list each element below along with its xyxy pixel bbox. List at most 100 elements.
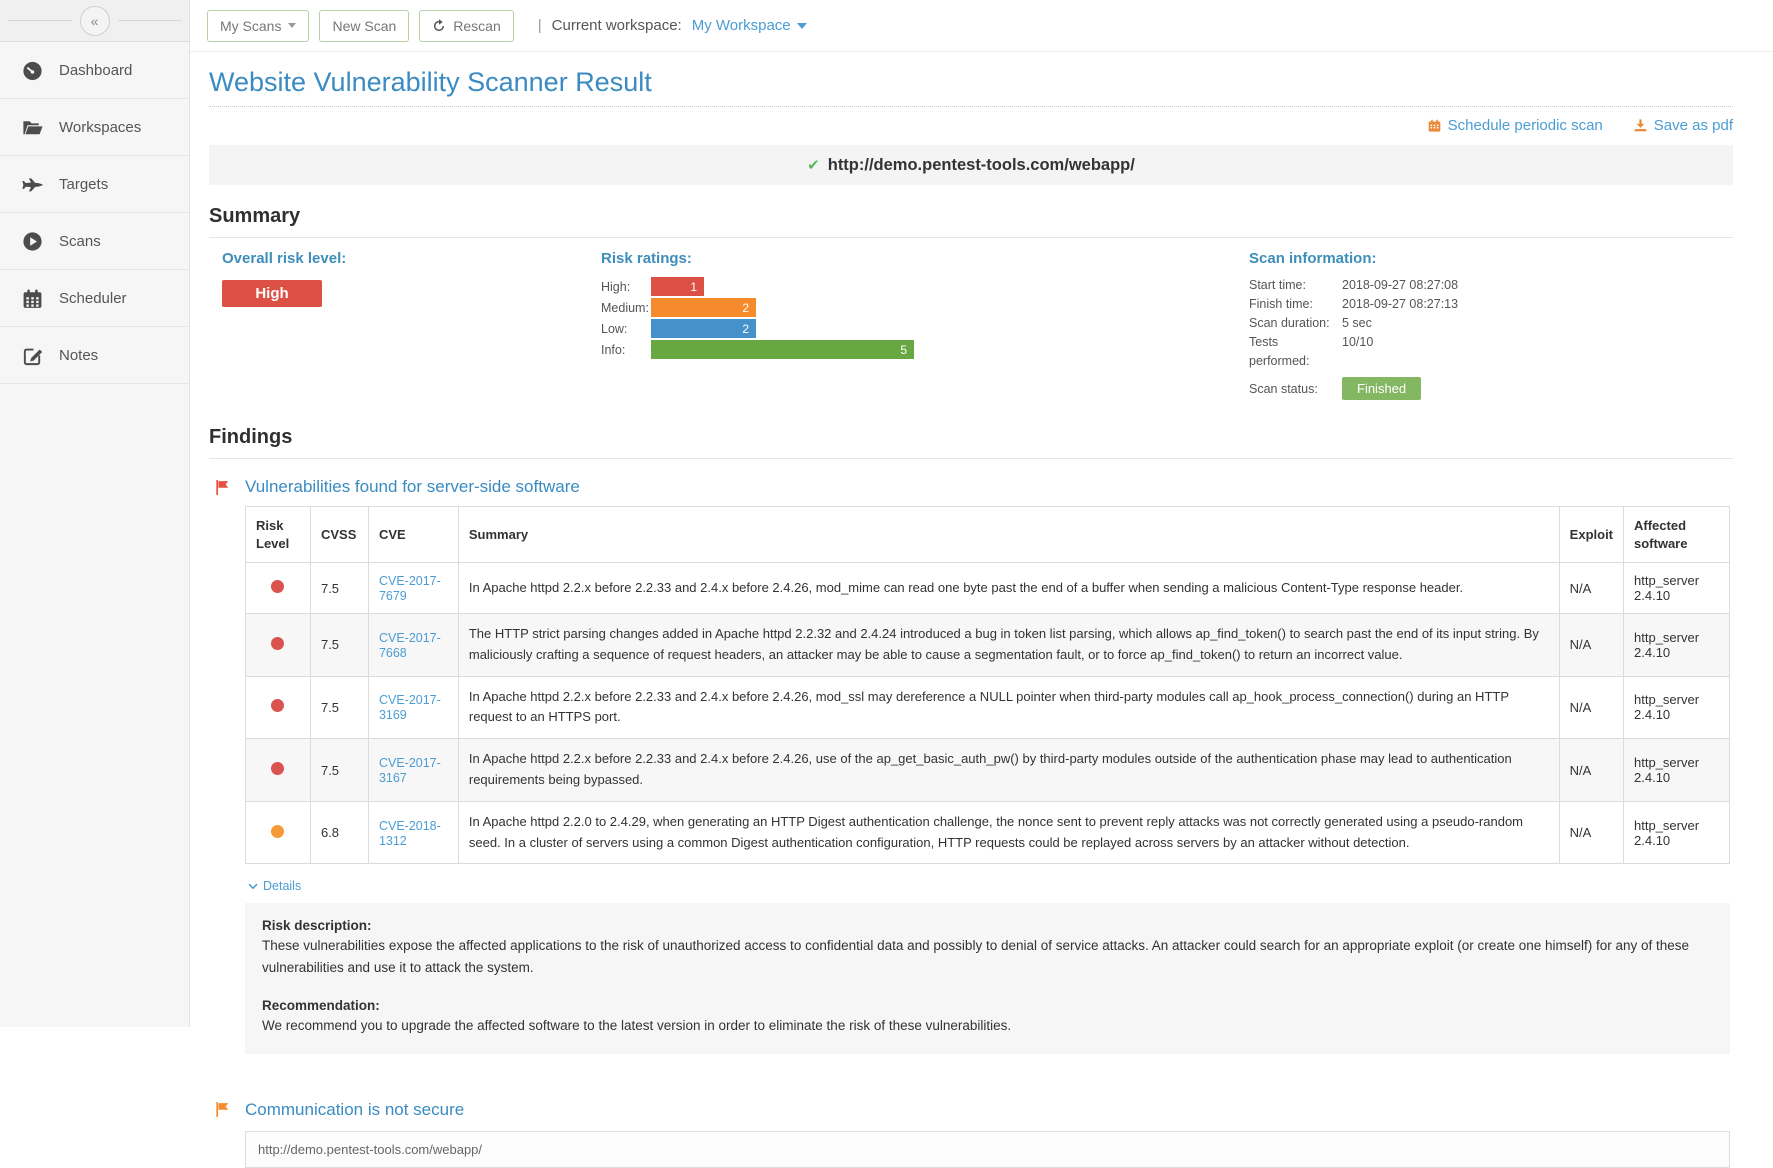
risk-dot-icon (271, 824, 285, 838)
sidebar-nav: Dashboard Workspaces Targets Scans (0, 42, 189, 384)
summary-cell: In Apache httpd 2.2.x before 2.2.33 and … (457, 675, 1560, 740)
details-label: Details (263, 879, 302, 894)
cve-link[interactable]: CVE-2017-7679 (378, 574, 441, 604)
col-summary: Summary (457, 505, 1560, 564)
cvss-cell: 7.5 (309, 613, 369, 677)
cve-cell: CVE-2018-1312 (367, 800, 459, 865)
rating-label: Medium: (601, 300, 649, 315)
details-toggle[interactable]: Details (248, 879, 301, 893)
scan-status-row: Scan status: Finished (1249, 377, 1733, 400)
cvss-cell: 7.5 (309, 738, 369, 802)
scan-info-row: Start time: 2018-09-27 08:27:08 (1249, 276, 1733, 295)
dashboard-icon (23, 61, 42, 80)
finding2-heading: Communication is not secure (209, 1100, 1733, 1120)
cvss-cell: 6.8 (309, 800, 369, 865)
flag-icon (216, 479, 229, 495)
rating-label: High: (601, 279, 631, 294)
rating-value: 5 (900, 342, 907, 357)
sidebar-item-label: Targets (59, 175, 109, 193)
new-scan-button[interactable]: New Scan (319, 9, 410, 42)
summary-cell: The HTTP strict parsing changes added in… (457, 613, 1560, 677)
scan-info-row: Tests performed: 10/10 (1249, 333, 1733, 371)
rating-bar: 5 (651, 340, 914, 359)
chevron-down-icon (288, 23, 297, 28)
rescan-button[interactable]: Rescan (419, 9, 514, 42)
scan-information-column: Scan information: Start time: 2018-09-27… (1249, 250, 1733, 400)
risk-ratings-label: Risk ratings: (601, 250, 692, 267)
flag-icon (216, 1102, 229, 1118)
affected-software-cell: http_server 2.4.10 (1623, 800, 1730, 865)
jet-icon (22, 177, 44, 191)
scan-info-label: Scan duration: (1249, 316, 1330, 330)
chevron-down-icon (796, 22, 807, 29)
sidebar-collapse-button[interactable]: « (79, 5, 110, 36)
workspace-dropdown[interactable]: My Workspace (692, 17, 807, 34)
overall-risk-column: Overall risk level: High (209, 250, 601, 400)
cve-cell: CVE-2017-3167 (367, 738, 459, 802)
rating-label: Low: (601, 321, 628, 336)
rating-value: 1 (690, 279, 697, 294)
sidebar-item-label: Dashboard (59, 61, 133, 79)
rating-value: 2 (742, 321, 749, 336)
risk-level-cell (245, 562, 311, 615)
exploit-cell: N/A (1558, 562, 1625, 615)
rating-row: High: 1 (601, 276, 1249, 297)
scan-info-value: 2018-09-27 08:27:13 (1342, 297, 1459, 311)
table-row: 7.5 CVE-2017-3169 In Apache httpd 2.2.x … (245, 675, 1730, 740)
sidebar-item-label: Notes (59, 346, 99, 364)
refresh-icon (434, 18, 445, 31)
recommendation-text: We recommend you to upgrade the affected… (262, 1017, 1012, 1033)
cve-cell: CVE-2017-7679 (367, 562, 459, 615)
scan-info-label: Finish time: (1249, 297, 1313, 311)
rating-row: Info: 5 (601, 339, 1249, 360)
rating-bar: 1 (651, 277, 704, 296)
save-as-pdf-link[interactable]: Save as pdf (1633, 117, 1733, 134)
details-panel: Risk description: These vulnerabilities … (245, 902, 1730, 1054)
finding1-heading: Vulnerabilities found for server-side so… (209, 477, 1733, 497)
exploit-cell: N/A (1558, 800, 1625, 865)
scan-status-label: Scan status: (1249, 381, 1318, 396)
pencil-square-icon (23, 348, 43, 365)
table-row: 6.8 CVE-2018-1312 In Apache httpd 2.2.0 … (245, 800, 1730, 865)
sidebar-item-scheduler[interactable]: Scheduler (0, 270, 189, 327)
risk-level-cell (245, 800, 311, 865)
my-scans-button[interactable]: My Scans (207, 9, 310, 42)
cve-link[interactable]: CVE-2017-3167 (378, 756, 441, 786)
sidebar-item-targets[interactable]: Targets (0, 156, 189, 213)
affected-software-cell: http_server 2.4.10 (1623, 738, 1730, 802)
cve-link[interactable]: CVE-2018-1312 (378, 818, 441, 848)
exploit-cell: N/A (1558, 613, 1625, 677)
divider (117, 20, 181, 21)
schedule-link-label: Schedule periodic scan (1447, 116, 1603, 134)
col-affected-software: Affected software (1623, 505, 1730, 564)
cve-link[interactable]: CVE-2017-7668 (378, 630, 441, 660)
affected-software-cell: http_server 2.4.10 (1623, 675, 1730, 740)
target-url: http://demo.pentest-tools.com/webapp/ (827, 155, 1135, 174)
main-panel: My Scans New Scan Rescan | Current works… (190, 0, 1773, 1168)
vulnerabilities-table: Risk Level CVSS CVE Summary Exploit Affe… (245, 505, 1730, 865)
schedule-periodic-scan-link[interactable]: Schedule periodic scan (1427, 117, 1603, 134)
exploit-cell: N/A (1558, 675, 1625, 740)
page-title: Website Vulnerability Scanner Result (209, 67, 652, 97)
cve-link[interactable]: CVE-2017-3169 (378, 693, 441, 723)
risk-level-cell (245, 738, 311, 802)
cve-cell: CVE-2017-7668 (367, 613, 459, 677)
summary-cell: In Apache httpd 2.2.x before 2.2.33 and … (457, 738, 1560, 802)
sidebar-item-dashboard[interactable]: Dashboard (0, 42, 189, 99)
risk-dot-icon (271, 762, 285, 776)
divider (8, 20, 72, 21)
exploit-cell: N/A (1558, 738, 1625, 802)
content: Website Vulnerability Scanner Result Sch… (190, 67, 1773, 1168)
col-cve: CVE (367, 505, 459, 564)
sidebar-item-notes[interactable]: Notes (0, 327, 189, 384)
scan-information-label: Scan information: (1249, 250, 1377, 267)
scan-info-value: 5 sec (1342, 316, 1372, 330)
sidebar-item-scans[interactable]: Scans (0, 213, 189, 270)
summary-cell: In Apache httpd 2.2.0 to 2.4.29, when ge… (457, 800, 1560, 865)
overall-risk-label: Overall risk level: (222, 250, 347, 267)
sidebar-collapse-row: « (0, 0, 189, 42)
sidebar-item-workspaces[interactable]: Workspaces (0, 99, 189, 156)
calendar-icon (1428, 119, 1440, 132)
workspace-prefix: Current workspace: (551, 17, 682, 34)
play-circle-icon (23, 231, 42, 251)
